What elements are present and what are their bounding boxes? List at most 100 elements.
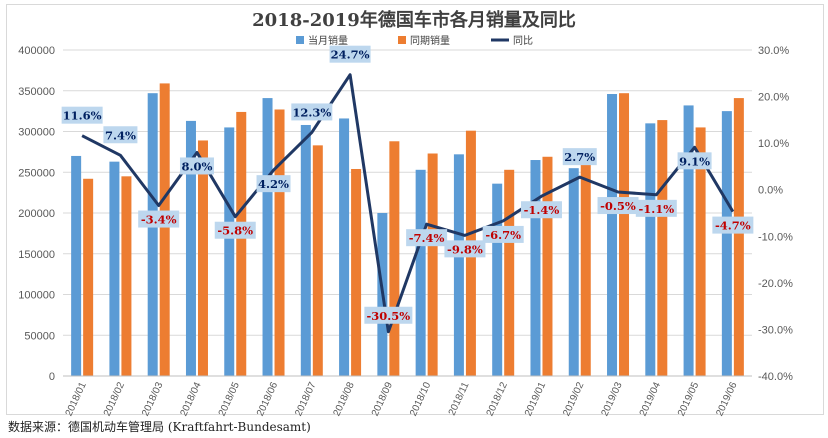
label-text: 11.6% — [63, 109, 102, 123]
left-axis: 0 50000 100000 150000 200000 250000 300000 3500… — [18, 45, 55, 383]
right-tick-label: -20.0% — [758, 278, 793, 290]
label-background — [138, 210, 180, 228]
label-text: -0.5% — [600, 199, 636, 213]
label-background — [635, 199, 677, 217]
bar-prior — [695, 127, 706, 376]
bar-prior — [504, 169, 515, 376]
label-text: 4.2% — [258, 177, 289, 191]
label-background — [520, 201, 562, 219]
yoy-data-label: 11.6% — [61, 106, 103, 124]
label-text: -7.4% — [409, 231, 445, 245]
bar-prior — [197, 140, 208, 376]
x-tick-label: 2018/11 — [447, 380, 472, 417]
bar-current — [453, 154, 464, 376]
label-text: -1.4% — [524, 203, 560, 217]
right-tick-label: 30.0% — [758, 45, 789, 57]
label-text: 7.4% — [105, 128, 136, 142]
left-tick-label: 250000 — [18, 167, 55, 179]
legend-swatch — [398, 36, 406, 44]
right-axis: -40.0% -30.0% -20.0% -10.0% 0.0% 10.0% 20.0% 30… — [758, 45, 793, 383]
left-tick-label: 300000 — [18, 127, 55, 139]
yoy-data-label: -1.1% — [635, 199, 677, 217]
label-background — [61, 106, 103, 124]
label-text: 9.1% — [679, 154, 710, 168]
bar-prior — [427, 153, 438, 376]
label-text: -5.8% — [217, 224, 253, 238]
x-tick-label: 2018/03 — [140, 380, 165, 418]
label-text: 24.7% — [331, 48, 370, 62]
yoy-data-label: 7.4% — [103, 126, 138, 144]
yoy-data-label: -30.5% — [364, 306, 413, 324]
legend: 当月销量 同期销量 同比 — [296, 34, 533, 47]
left-tick-label: 100000 — [18, 290, 55, 302]
yoy-data-label: 4.2% — [256, 175, 291, 193]
label-background — [103, 126, 138, 144]
bar-current — [645, 123, 656, 376]
x-tick-label: 2018/07 — [293, 380, 318, 418]
bar-prior — [389, 141, 400, 376]
label-text: 12.3% — [292, 105, 331, 119]
left-tick-label: 150000 — [18, 249, 55, 261]
label-text: -1.1% — [638, 202, 674, 216]
yoy-data-label: -1.4% — [520, 201, 562, 219]
bar-current — [262, 98, 273, 377]
x-tick-label: 2018/04 — [178, 380, 203, 418]
bar-prior — [733, 98, 744, 377]
yoy-data-label: -3.4% — [138, 210, 180, 228]
bar-current — [224, 127, 235, 376]
yoy-data-label: -6.7% — [482, 225, 524, 243]
yoy-data-label: 24.7% — [329, 45, 371, 63]
bar-current — [71, 155, 82, 376]
bar-current — [300, 124, 311, 376]
bar-prior — [159, 83, 170, 376]
data-labels: 11.6%7.4% -3.4% 8.0% -5.8% 4.2% 12.3% 24.7% -30… — [61, 45, 754, 324]
right-tick-label: 0.0% — [758, 185, 783, 197]
x-tick-label: 2019/01 — [523, 380, 548, 418]
label-background — [712, 216, 754, 234]
left-tick-label: 200000 — [18, 208, 55, 220]
bar-prior — [274, 109, 285, 377]
x-tick-label: 2018/12 — [485, 380, 510, 418]
label-text: -4.7% — [715, 219, 751, 233]
right-tick-label: -10.0% — [758, 231, 793, 243]
label-background — [482, 225, 524, 243]
label-text: 8.0% — [182, 159, 213, 173]
x-tick-label: 2018/08 — [332, 380, 357, 418]
x-tick-label: 2018/01 — [64, 380, 89, 418]
bar-prior — [619, 93, 630, 376]
yoy-data-label: -9.8% — [444, 240, 486, 258]
label-background — [597, 197, 639, 215]
label-background — [444, 240, 486, 258]
bar-current — [109, 161, 120, 376]
label-background — [214, 221, 256, 239]
bar-prior — [657, 120, 668, 376]
x-tick-label: 2019/05 — [676, 380, 701, 418]
yoy-data-label: -5.8% — [214, 221, 256, 239]
bar-prior — [312, 145, 323, 376]
label-text: -9.8% — [447, 242, 483, 256]
legend-swatch — [296, 36, 304, 44]
yoy-data-label: -7.4% — [406, 229, 448, 247]
x-tick-label: 2018/06 — [255, 380, 280, 418]
legend-label: 同比 — [513, 35, 533, 47]
source-note: 数据来源：德国机动车管理局 (Kraftfahrt-Bundesamt) — [8, 420, 311, 434]
x-tick-label: 2018/05 — [217, 380, 242, 418]
legend-item: 当月销量 — [296, 34, 348, 47]
label-background — [179, 157, 214, 175]
x-tick-label: 2018/10 — [408, 380, 433, 418]
legend-item: 同比 — [491, 35, 533, 47]
x-tick-label: 2019/06 — [714, 380, 739, 418]
bar-prior — [236, 111, 247, 376]
bar-current — [415, 169, 426, 376]
bar-current — [683, 105, 694, 377]
x-tick-label: 2018/02 — [102, 380, 127, 418]
left-tick-label: 50000 — [24, 330, 55, 342]
bar-current — [492, 183, 503, 376]
yoy-data-label: 2.7% — [562, 148, 597, 166]
bar-current — [721, 111, 732, 376]
left-tick-label: 350000 — [18, 86, 55, 98]
bar-prior — [83, 178, 94, 376]
label-background — [256, 175, 291, 193]
legend-item: 同期销量 — [398, 34, 450, 47]
